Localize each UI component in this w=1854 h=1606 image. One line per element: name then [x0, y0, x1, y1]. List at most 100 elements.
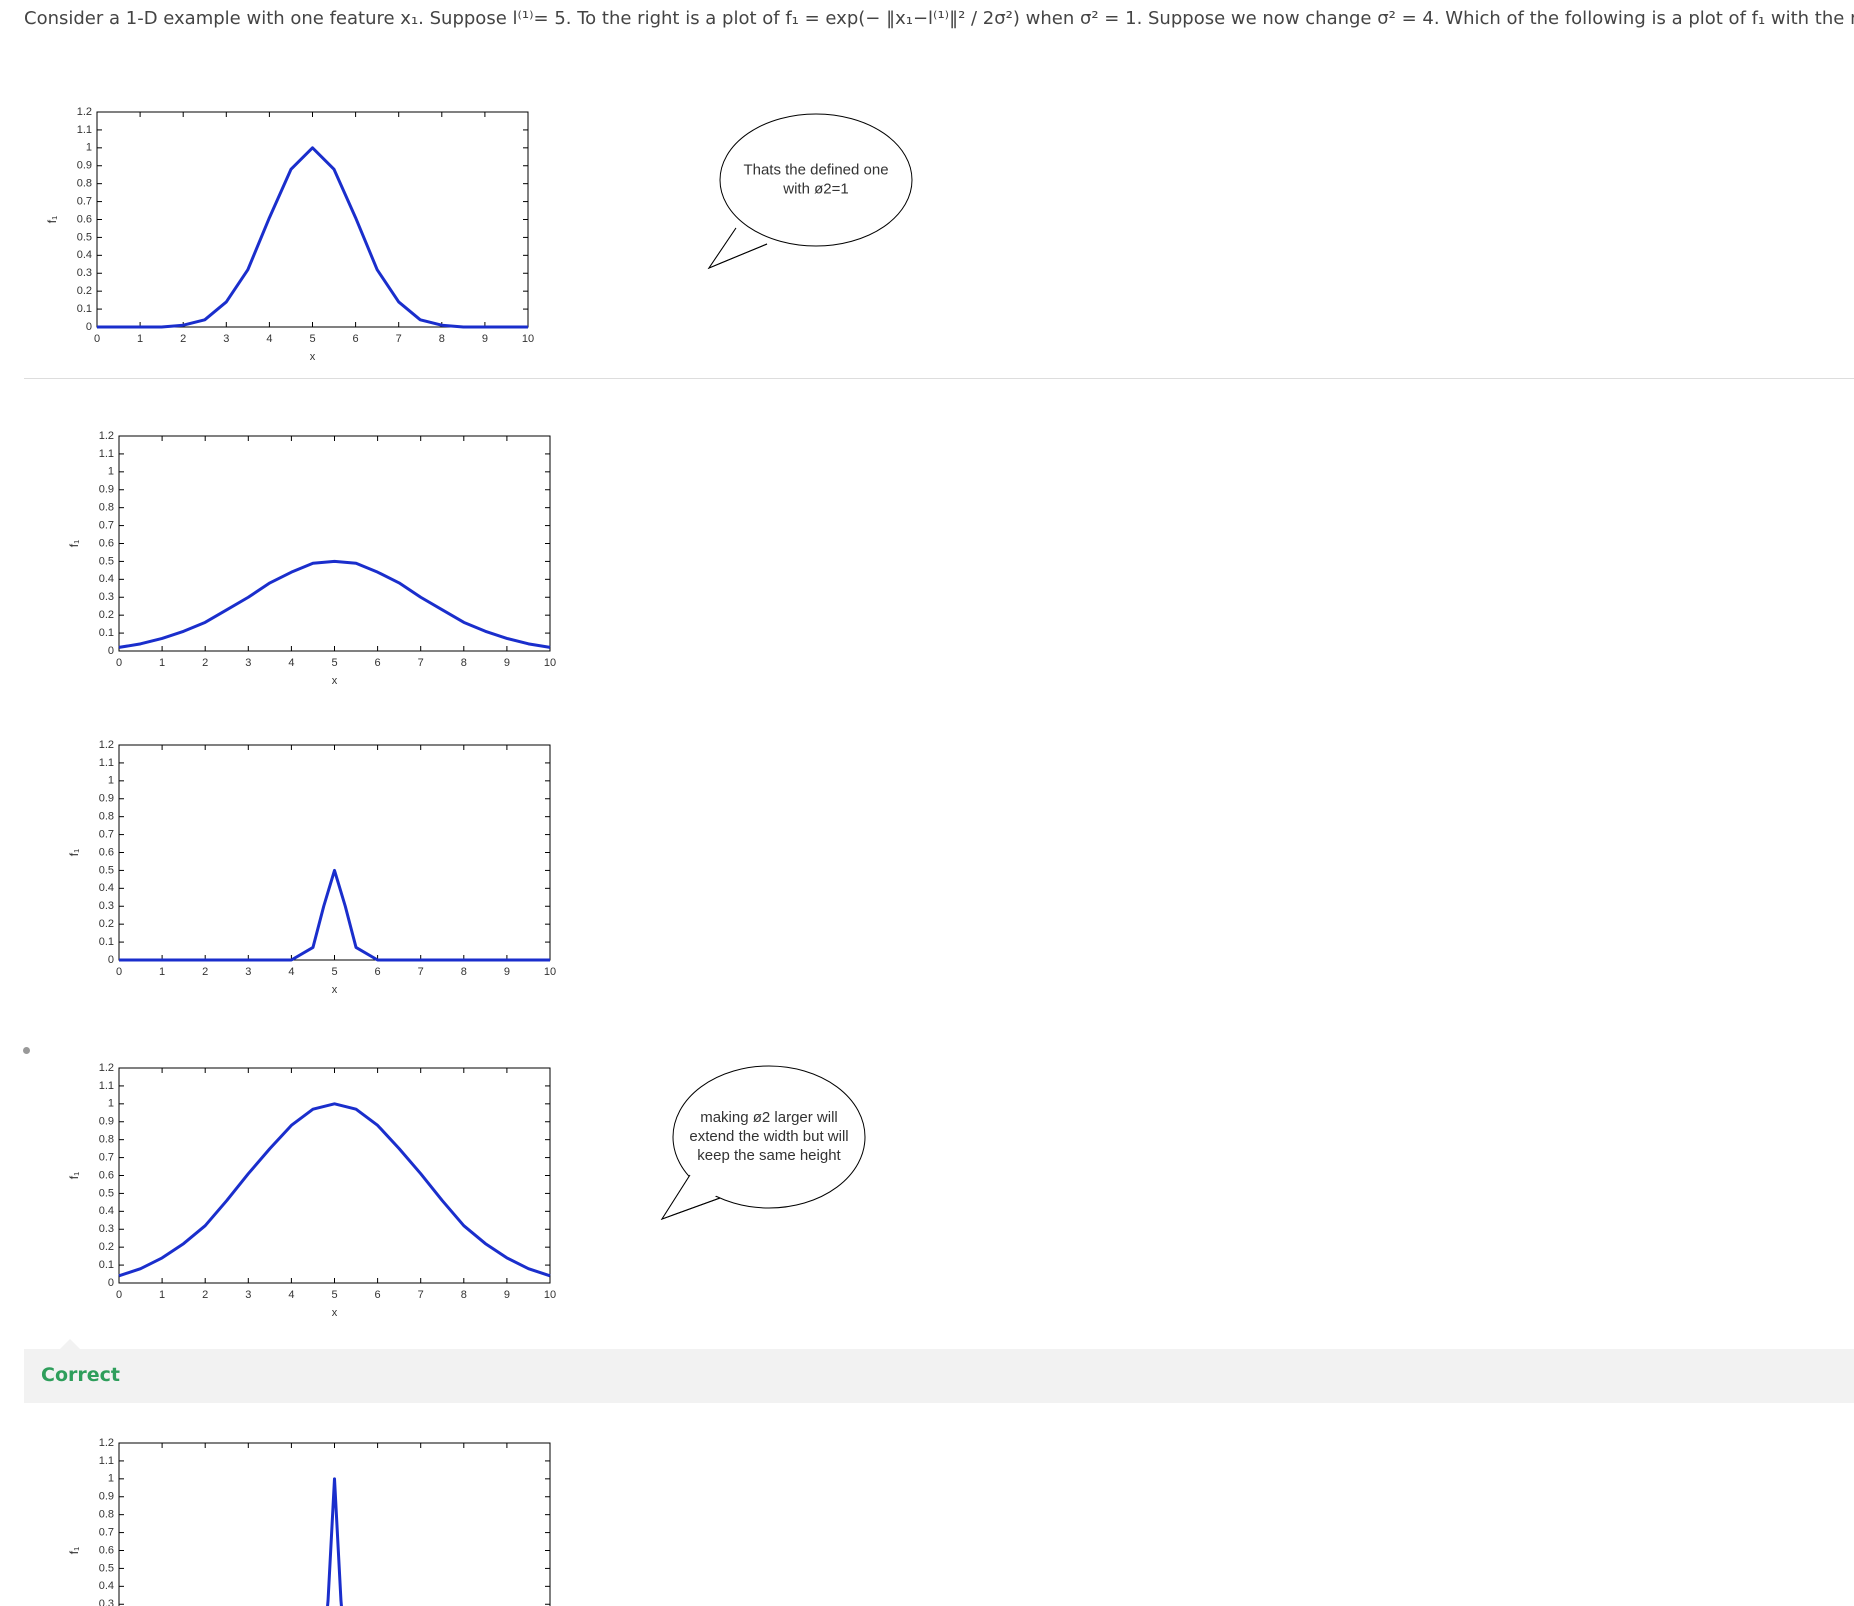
divider — [24, 378, 1854, 379]
y-tick-label: 0.5 — [99, 555, 114, 567]
y-tick-label: 1.2 — [99, 430, 114, 442]
speech-bubble-tail-edge — [707, 227, 768, 270]
y-tick-label: 1.1 — [99, 448, 114, 460]
x-tick-label: 10 — [522, 333, 534, 345]
x-tick-label: 8 — [439, 333, 445, 345]
x-tick-label: 1 — [159, 966, 165, 978]
annotation-text: keep the same height — [697, 1147, 841, 1164]
y-tick-label: 0.5 — [99, 1562, 114, 1574]
y-tick-label: 0.4 — [77, 249, 92, 261]
y-tick-label: 0.8 — [77, 178, 92, 190]
x-axis-label: x — [310, 351, 316, 363]
y-tick-label: 0.8 — [99, 811, 114, 823]
y-tick-label: 1 — [108, 1473, 114, 1485]
x-tick-label: 9 — [482, 333, 488, 345]
x-tick-label: 6 — [353, 333, 359, 345]
y-tick-label: 1 — [86, 142, 92, 154]
y-tick-label: 0 — [86, 321, 92, 333]
plot-frame — [118, 435, 551, 652]
y-tick-label: 0.4 — [99, 1580, 114, 1592]
annotation-text: with ø2=1 — [782, 180, 848, 197]
y-tick-label: 0.6 — [99, 1169, 114, 1181]
y-tick-label: 0.2 — [99, 609, 114, 621]
y-tick-label: 0.8 — [99, 1509, 114, 1521]
y-tick-label: 0.1 — [99, 1259, 114, 1271]
x-tick-label: 8 — [461, 1289, 467, 1301]
y-tick-label: 0.1 — [77, 303, 92, 315]
x-tick-label: 1 — [137, 333, 143, 345]
plot-frame — [96, 111, 529, 328]
y-tick-label: 0.5 — [99, 1187, 114, 1199]
y-tick-label: 1 — [108, 466, 114, 478]
x-tick-label: 10 — [544, 966, 556, 978]
x-tick-label: 2 — [202, 657, 208, 669]
x-tick-label: 5 — [309, 333, 315, 345]
x-tick-label: 7 — [396, 333, 402, 345]
x-axis-label: x — [332, 675, 338, 687]
x-tick-label: 10 — [544, 1289, 556, 1301]
y-tick-label: 0.3 — [99, 1223, 114, 1235]
y-axis-label: f₁ — [45, 216, 59, 223]
x-tick-label: 2 — [180, 333, 186, 345]
speech-bubble-tail-fill — [709, 225, 765, 268]
x-tick-label: 8 — [461, 966, 467, 978]
y-tick-label: 0.9 — [99, 1116, 114, 1128]
x-tick-label: 6 — [375, 1289, 381, 1301]
x-tick-label: 2 — [202, 1289, 208, 1301]
y-tick-label: 0.8 — [99, 1134, 114, 1146]
x-tick-label: 7 — [418, 1289, 424, 1301]
y-axis-label: f₁ — [67, 1172, 81, 1179]
y-tick-label: 0.6 — [99, 537, 114, 549]
y-tick-label: 0.7 — [99, 1526, 114, 1538]
x-axis-label: x — [332, 984, 338, 996]
x-tick-label: 0 — [116, 657, 122, 669]
y-tick-label: 0.3 — [99, 1598, 114, 1606]
y-tick-label: 0.3 — [77, 267, 92, 279]
annotation-text: Thats the defined one — [743, 161, 888, 178]
plot-frame — [118, 1067, 551, 1284]
y-tick-label: 0.6 — [99, 846, 114, 858]
y-tick-label: 0.9 — [77, 160, 92, 172]
x-tick-label: 0 — [116, 966, 122, 978]
y-tick-label: 1.1 — [99, 757, 114, 769]
plot-frame — [118, 1442, 551, 1606]
curve — [118, 1102, 551, 1278]
y-tick-label: 1.1 — [77, 124, 92, 136]
x-tick-label: 0 — [116, 1289, 122, 1301]
annotation-text: making ø2 larger will — [700, 1109, 838, 1126]
x-tick-label: 5 — [331, 966, 337, 978]
y-tick-label: 0.2 — [77, 285, 92, 297]
y-tick-label: 1.1 — [99, 1455, 114, 1467]
x-tick-label: 4 — [288, 966, 294, 978]
x-tick-label: 7 — [418, 966, 424, 978]
y-tick-label: 1.2 — [77, 106, 92, 118]
y-tick-label: 1.1 — [99, 1080, 114, 1092]
y-tick-label: 0 — [108, 954, 114, 966]
x-tick-label: 4 — [288, 657, 294, 669]
x-tick-label: 0 — [94, 333, 100, 345]
selected-option-marker[interactable] — [23, 1047, 30, 1054]
x-tick-label: 3 — [223, 333, 229, 345]
y-tick-label: 0.3 — [99, 900, 114, 912]
question: Consider a 1-D example with one feature … — [24, 8, 1854, 29]
x-tick-label: 1 — [159, 1289, 165, 1301]
x-tick-label: 1 — [159, 657, 165, 669]
x-tick-label: 4 — [288, 1289, 294, 1301]
x-tick-label: 5 — [331, 657, 337, 669]
y-tick-label: 0.9 — [99, 484, 114, 496]
x-tick-label: 6 — [375, 966, 381, 978]
x-axis-label: x — [332, 1307, 338, 1319]
x-tick-label: 4 — [266, 333, 272, 345]
y-tick-label: 0.2 — [99, 1241, 114, 1253]
x-tick-label: 9 — [504, 1289, 510, 1301]
y-tick-label: 1 — [108, 775, 114, 787]
x-tick-label: 3 — [245, 966, 251, 978]
y-tick-label: 1 — [108, 1098, 114, 1110]
y-tick-label: 0.3 — [99, 591, 114, 603]
y-tick-label: 0.7 — [99, 828, 114, 840]
x-tick-label: 8 — [461, 657, 467, 669]
y-tick-label: 0.8 — [99, 502, 114, 514]
x-tick-label: 9 — [504, 657, 510, 669]
